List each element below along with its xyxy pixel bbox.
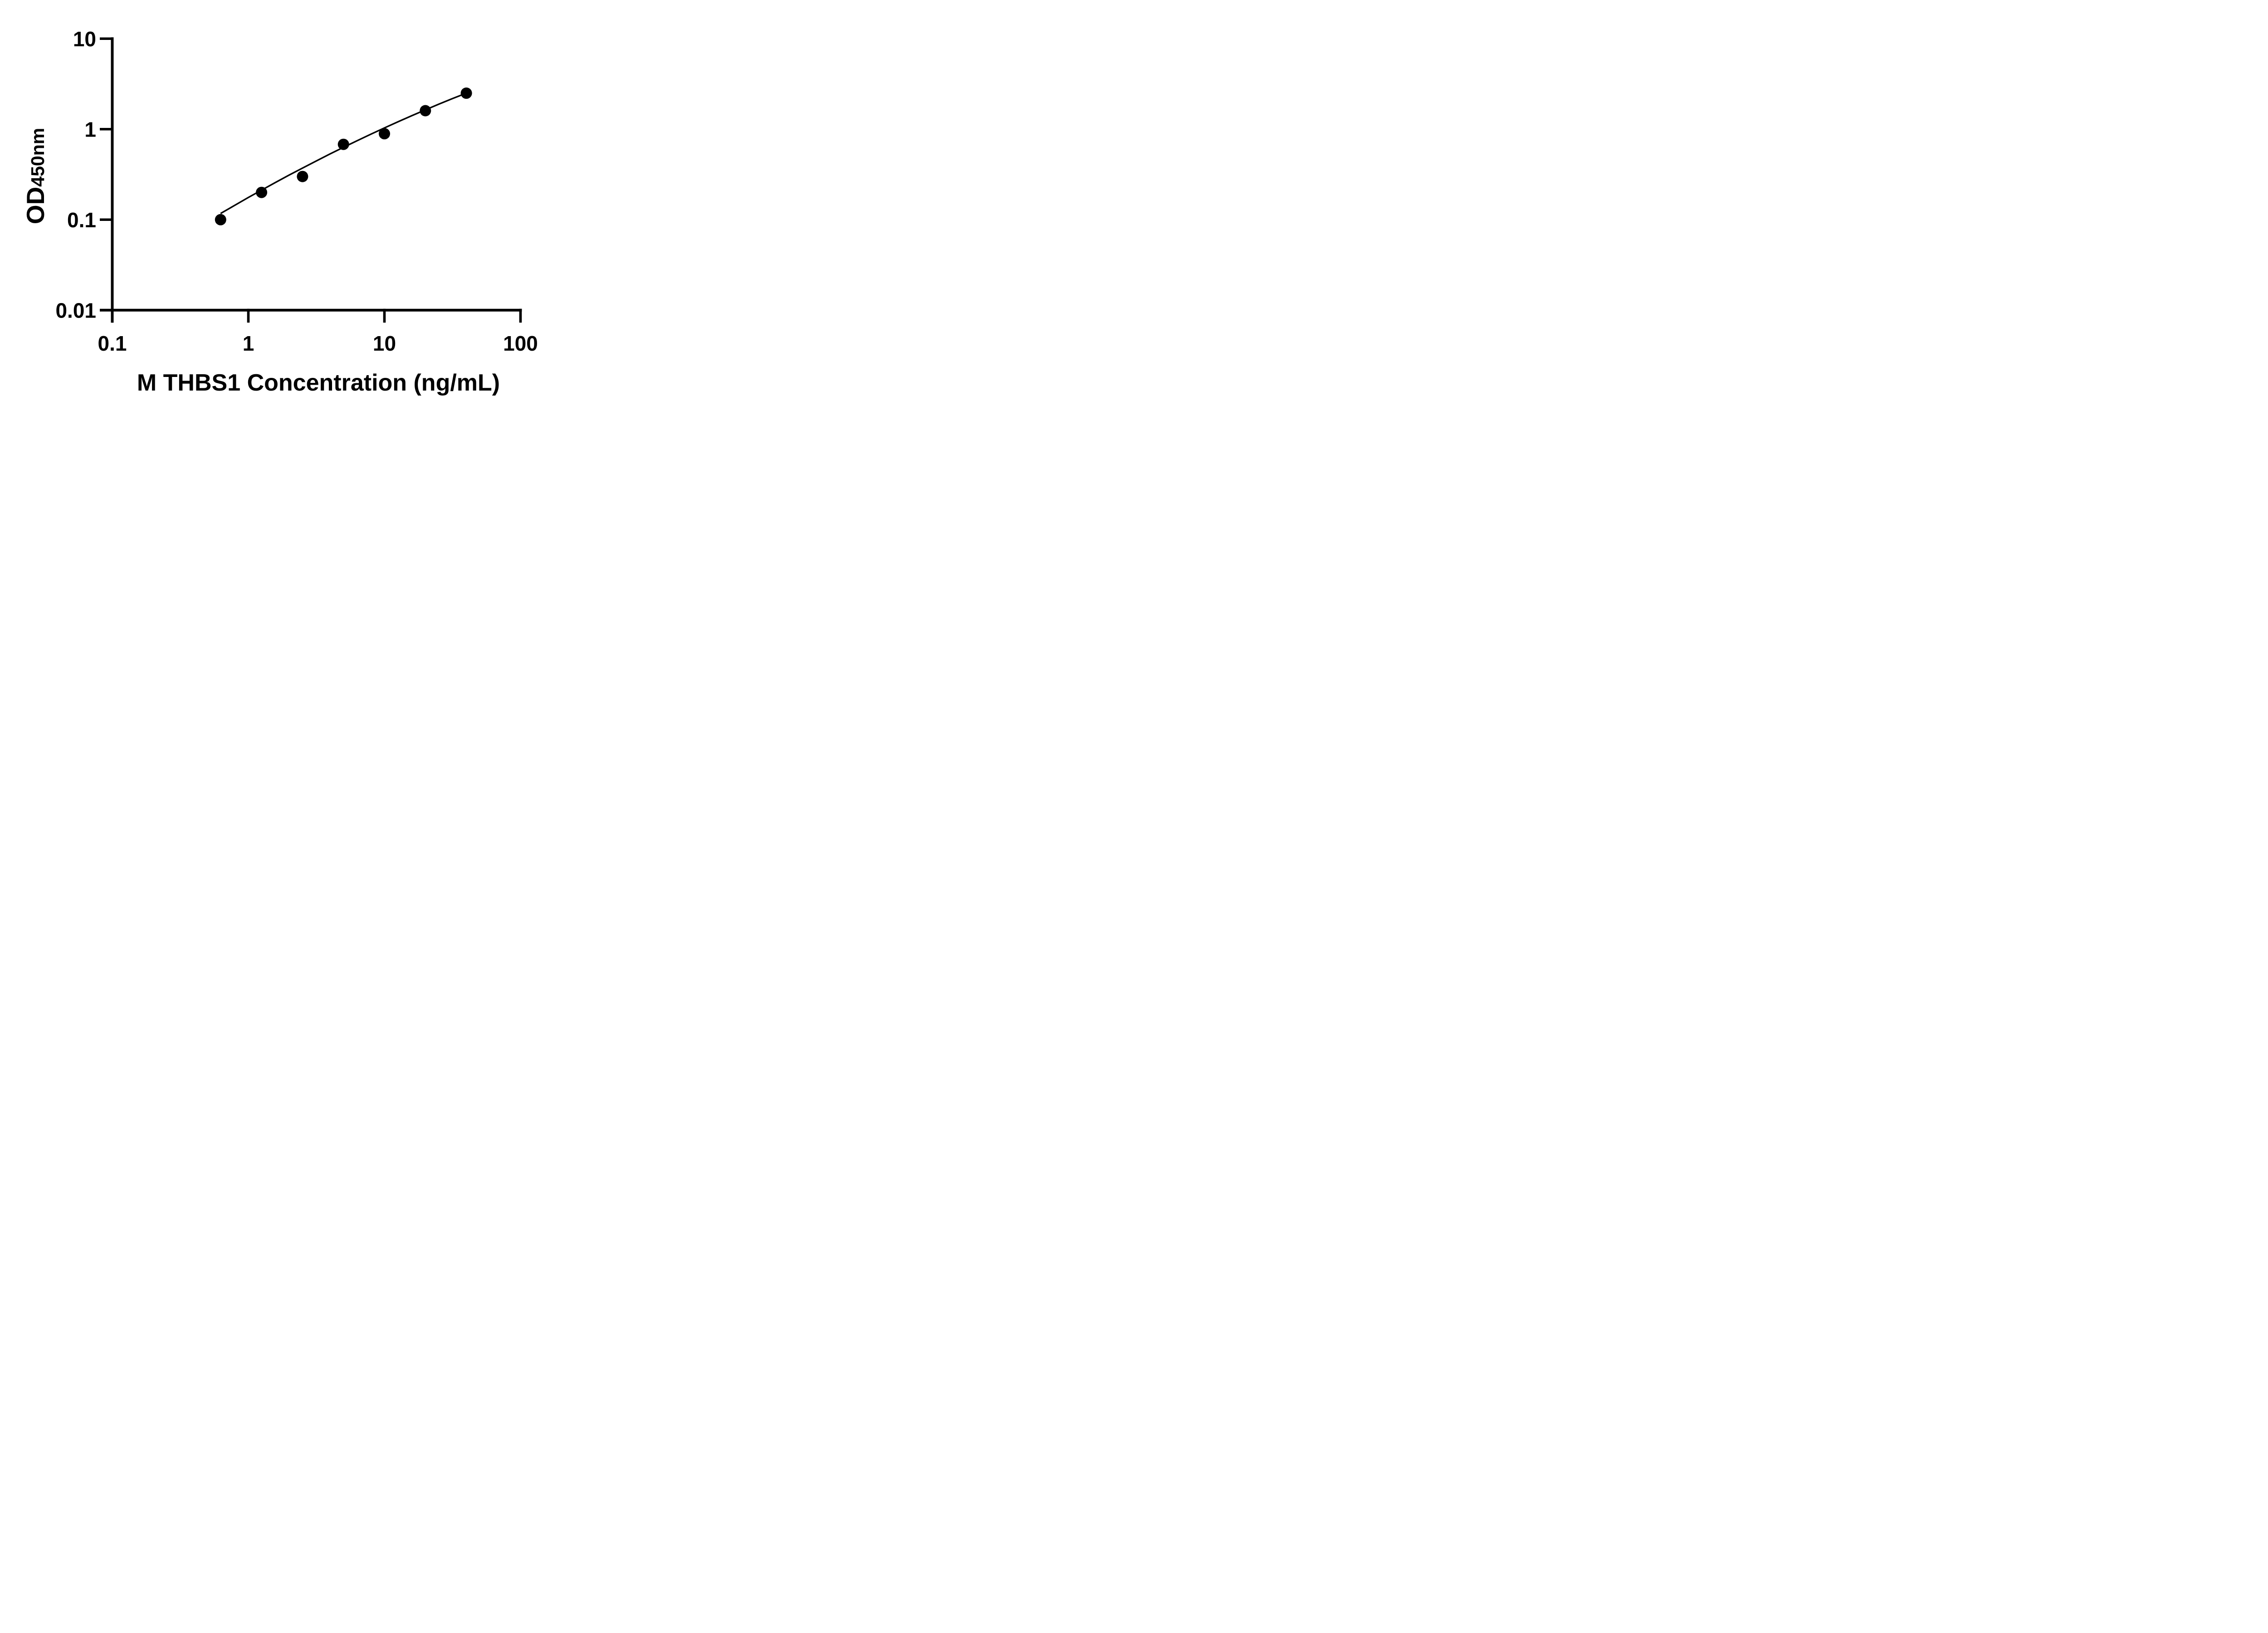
elisa-standard-curve-figure: 10 1 0.1 0.01 0.1 1 10 100 M THBS1 Concentrati…: [0, 0, 583, 408]
data-point: [460, 87, 472, 99]
data-points: [215, 87, 472, 225]
y-tick-label: 0.1: [67, 208, 96, 232]
data-point: [256, 186, 268, 198]
x-tick-label: 10: [373, 332, 396, 355]
y-axis-title-subscript: 450nm: [27, 128, 48, 187]
y-tick-label: 0.01: [55, 298, 96, 322]
y-tick-label: 1: [84, 117, 96, 141]
y-axis-title: OD450nm: [21, 128, 49, 224]
y-axis-title-main: OD: [21, 187, 49, 225]
data-point: [379, 128, 390, 140]
x-axis-ticks: [111, 308, 522, 323]
data-point: [297, 171, 308, 182]
x-axis-tick-labels: 0.1 1 10 100: [98, 332, 538, 355]
y-tick-label: 10: [73, 27, 96, 51]
x-tick-label: 0.1: [98, 332, 127, 355]
data-point: [420, 105, 431, 117]
x-tick-label: 100: [503, 332, 538, 355]
data-point: [337, 138, 349, 150]
data-point: [215, 214, 226, 225]
x-axis-title: M THBS1 Concentration (ng/mL): [137, 370, 500, 396]
y-axis-tick-labels: 10 1 0.1 0.01: [55, 27, 96, 323]
x-tick-label: 1: [243, 332, 254, 355]
